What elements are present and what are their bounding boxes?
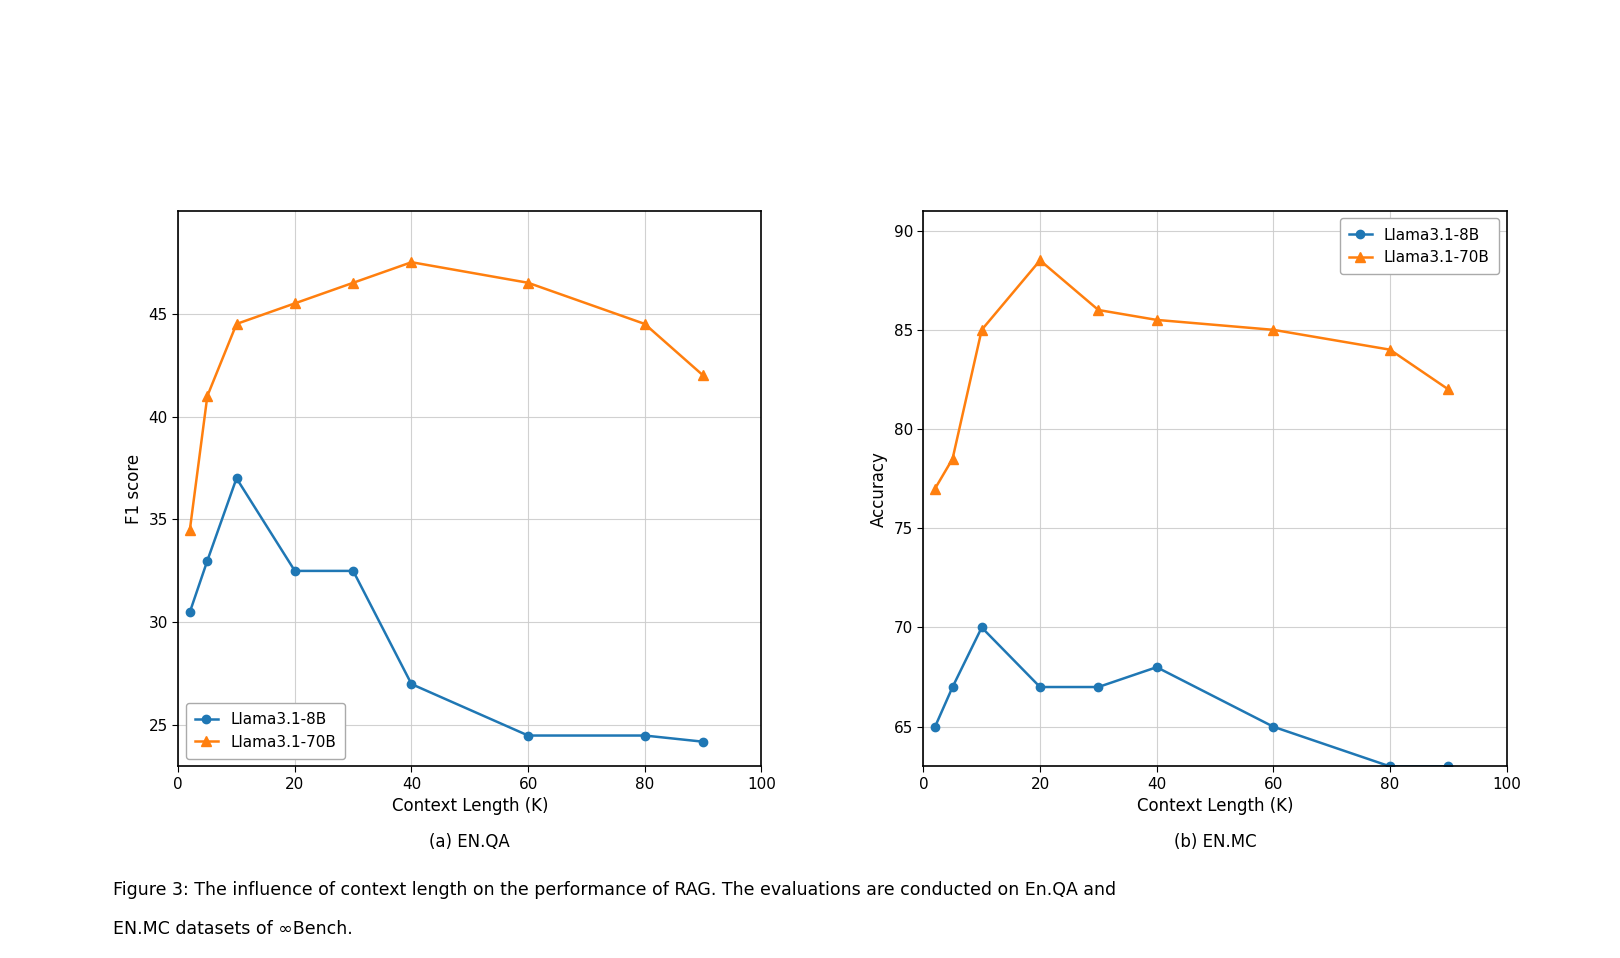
- Llama3.1-70B: [1264, 324, 1283, 335]
- Y-axis label: F1 score: F1 score: [125, 453, 143, 524]
- Llama3.1-70B: [285, 298, 305, 309]
- Llama3.1-70B: [943, 453, 962, 465]
- Llama3.1-70B: [1439, 383, 1458, 395]
- Line: Llama3.1-8B: Llama3.1-8B: [186, 474, 708, 746]
- Line: Llama3.1-70B: Llama3.1-70B: [930, 256, 1453, 493]
- Line: Llama3.1-70B: Llama3.1-70B: [185, 258, 708, 535]
- Llama3.1-8B: [1089, 681, 1108, 693]
- Llama3.1-8B: [925, 721, 944, 733]
- Llama3.1-70B: [925, 483, 944, 494]
- X-axis label: Context Length (K): Context Length (K): [1137, 797, 1293, 815]
- Text: Figure 3: The influence of context length on the performance of RAG. The evaluat: Figure 3: The influence of context lengt…: [113, 881, 1116, 900]
- Text: (a) EN.QA: (a) EN.QA: [429, 833, 510, 852]
- Llama3.1-8B: [227, 472, 246, 484]
- Text: EN.MC datasets of ∞Bench.: EN.MC datasets of ∞Bench.: [113, 920, 353, 938]
- Llama3.1-8B: [1147, 661, 1166, 673]
- Legend: Llama3.1-8B, Llama3.1-70B: Llama3.1-8B, Llama3.1-70B: [1340, 218, 1499, 274]
- Text: (b) EN.MC: (b) EN.MC: [1173, 833, 1257, 852]
- Llama3.1-70B: [180, 524, 199, 536]
- Llama3.1-8B: [402, 678, 421, 690]
- Llama3.1-8B: [518, 730, 538, 741]
- Llama3.1-8B: [343, 565, 363, 577]
- Llama3.1-70B: [1380, 344, 1400, 355]
- Llama3.1-8B: [1380, 761, 1400, 772]
- Llama3.1-70B: [693, 370, 713, 381]
- Llama3.1-8B: [635, 730, 654, 741]
- Llama3.1-8B: [285, 565, 305, 577]
- Llama3.1-8B: [1264, 721, 1283, 733]
- Llama3.1-70B: [972, 324, 991, 335]
- Llama3.1-8B: [1030, 681, 1050, 693]
- Llama3.1-70B: [1089, 305, 1108, 316]
- Line: Llama3.1-8B: Llama3.1-8B: [931, 624, 1453, 770]
- Llama3.1-8B: [693, 736, 713, 747]
- Llama3.1-8B: [180, 606, 199, 618]
- Llama3.1-70B: [198, 390, 217, 401]
- Llama3.1-8B: [943, 681, 962, 693]
- Llama3.1-70B: [635, 318, 654, 330]
- Llama3.1-8B: [972, 622, 991, 633]
- Llama3.1-70B: [227, 318, 246, 330]
- Legend: Llama3.1-8B, Llama3.1-70B: Llama3.1-8B, Llama3.1-70B: [186, 703, 345, 759]
- Llama3.1-70B: [1147, 314, 1166, 326]
- Llama3.1-70B: [343, 277, 363, 288]
- Llama3.1-70B: [1030, 255, 1050, 266]
- Llama3.1-8B: [1439, 761, 1458, 772]
- Llama3.1-8B: [198, 555, 217, 566]
- Llama3.1-70B: [518, 277, 538, 288]
- X-axis label: Context Length (K): Context Length (K): [392, 797, 548, 815]
- Llama3.1-70B: [402, 257, 421, 268]
- Y-axis label: Accuracy: Accuracy: [870, 450, 888, 527]
